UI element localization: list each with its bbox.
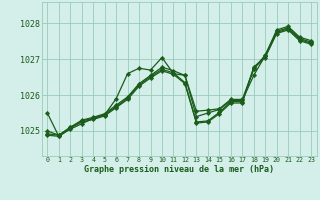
X-axis label: Graphe pression niveau de la mer (hPa): Graphe pression niveau de la mer (hPa) [84, 165, 274, 174]
